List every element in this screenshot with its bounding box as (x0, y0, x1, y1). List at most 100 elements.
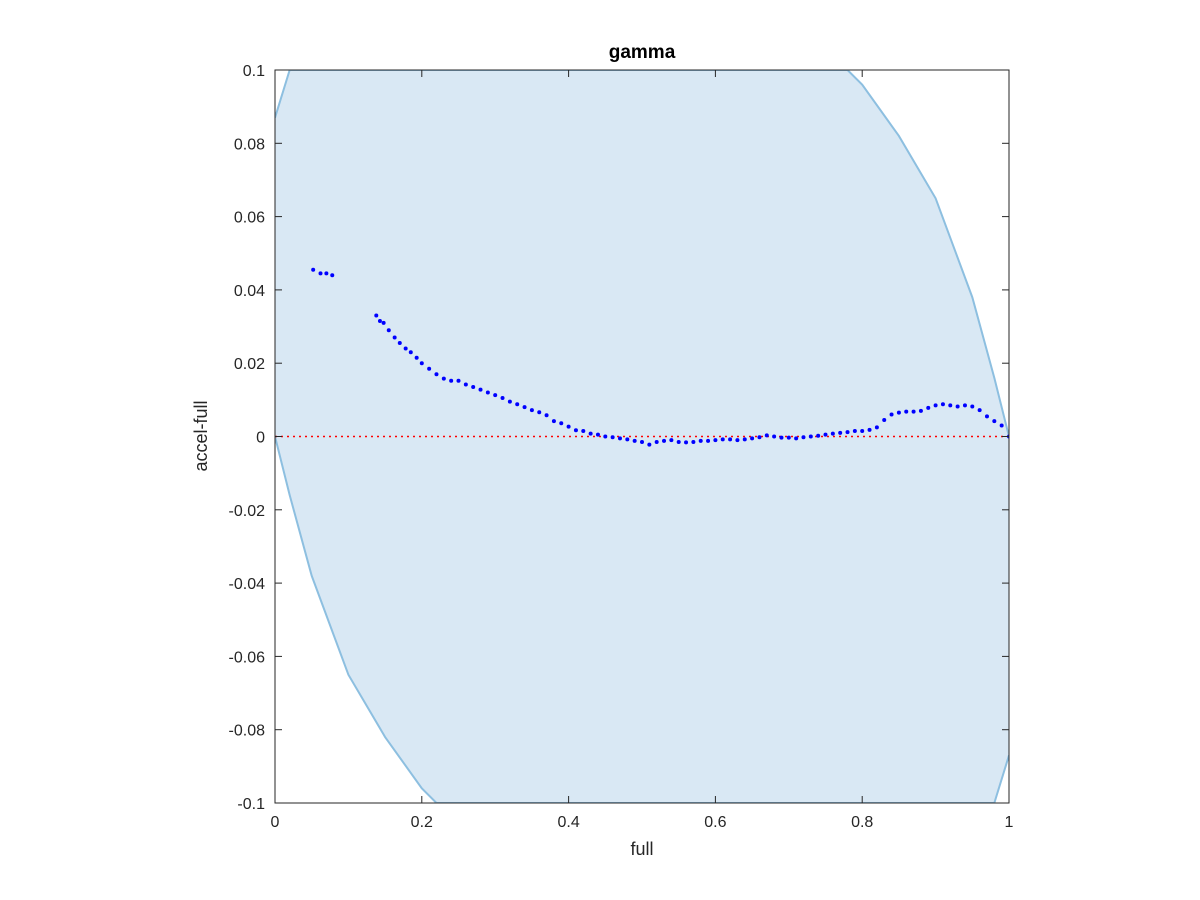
data-point (735, 438, 740, 443)
y-tick-label: -0.04 (229, 576, 266, 593)
x-axis-label: full (630, 839, 653, 859)
data-point (764, 433, 769, 438)
data-point (662, 438, 667, 443)
data-point (786, 435, 791, 440)
data-point (647, 442, 652, 447)
data-point (838, 430, 843, 435)
data-point (757, 435, 762, 440)
data-point (720, 437, 725, 442)
data-point (581, 429, 586, 434)
data-point (911, 409, 916, 414)
data-point (493, 393, 498, 398)
data-point (397, 341, 402, 346)
data-point (742, 437, 747, 442)
y-tick-label: 0 (256, 430, 265, 447)
data-point (852, 429, 857, 434)
y-tick-label: 0.04 (234, 283, 265, 300)
y-tick-label: 0.1 (243, 63, 265, 80)
data-point (471, 385, 476, 390)
x-tick-label: 0.6 (704, 814, 726, 831)
data-point (603, 434, 608, 439)
data-point (544, 413, 549, 418)
data-point (691, 439, 696, 444)
y-tick-label: 0.02 (234, 356, 265, 373)
data-point (816, 433, 821, 438)
data-point (419, 361, 424, 366)
data-point (485, 390, 490, 395)
y-tick-label: -0.02 (229, 503, 266, 520)
data-point (449, 378, 454, 383)
data-point (904, 409, 909, 414)
data-point (403, 346, 408, 351)
data-point (999, 423, 1004, 428)
data-point (860, 429, 865, 434)
data-point (434, 372, 439, 377)
data-point (867, 427, 872, 432)
data-point (669, 438, 674, 443)
data-point (654, 439, 659, 444)
data-point (970, 404, 975, 409)
data-point (500, 396, 505, 401)
data-point (573, 428, 578, 433)
y-tick-label: 0.06 (234, 210, 265, 227)
data-point (845, 430, 850, 435)
x-tick-label: 0.2 (411, 814, 433, 831)
data-point (801, 435, 806, 440)
data-point (794, 436, 799, 441)
data-point (522, 405, 527, 410)
data-point (632, 438, 637, 443)
data-point (566, 424, 571, 429)
y-tick-label: -0.1 (237, 796, 265, 813)
data-point (830, 431, 835, 436)
confidence-band-left (275, 70, 290, 496)
data-point (610, 435, 615, 440)
data-point (823, 432, 828, 437)
data-point (706, 438, 711, 443)
data-point (918, 408, 923, 413)
x-tick-label: 1 (1005, 814, 1014, 831)
data-point (926, 405, 931, 410)
data-point (977, 408, 982, 413)
data-point (507, 399, 512, 404)
data-point (728, 437, 733, 442)
data-point (896, 410, 901, 415)
data-point (392, 335, 397, 340)
y-tick-label: -0.08 (229, 723, 266, 740)
data-point (386, 328, 391, 333)
data-point (933, 403, 938, 408)
data-point (318, 271, 323, 276)
data-point (713, 438, 718, 443)
data-point (772, 434, 777, 439)
data-point (684, 440, 689, 445)
data-point (551, 419, 556, 424)
data-point (381, 320, 386, 325)
band-lower-edge (275, 436, 1009, 803)
data-point (311, 267, 316, 272)
data-point (948, 403, 953, 408)
data-point (377, 319, 382, 324)
x-tick-label: 0 (271, 814, 280, 831)
data-point (962, 403, 967, 408)
x-tick-label: 0.4 (557, 814, 579, 831)
data-point (330, 273, 335, 278)
data-point (874, 425, 879, 430)
data-point (889, 412, 894, 417)
data-point (984, 414, 989, 419)
y-axis-label: accel-full (191, 400, 211, 471)
data-point (537, 410, 542, 415)
data-point (463, 382, 468, 387)
data-point (408, 350, 413, 355)
data-point (882, 418, 887, 423)
data-point (676, 439, 681, 444)
data-point (588, 431, 593, 436)
data-point (992, 419, 997, 424)
data-point (515, 402, 520, 407)
data-point (625, 437, 630, 442)
data-point (441, 376, 446, 381)
x-tick-label: 0.8 (851, 814, 873, 831)
data-point (559, 421, 564, 426)
data-point (640, 439, 644, 444)
data-point (595, 432, 600, 437)
data-point (750, 436, 755, 441)
y-tick-label: -0.06 (229, 649, 266, 666)
